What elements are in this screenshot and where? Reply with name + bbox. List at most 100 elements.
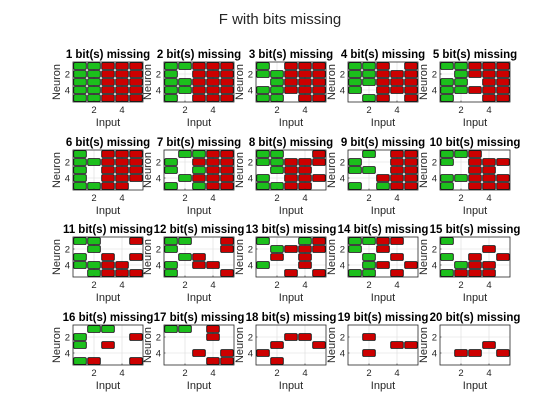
cell-r4-c1 [348,86,362,94]
cell-r2-c3 [468,158,482,166]
y-tick-label: 4 [340,86,345,97]
x-axis-label: Input [371,380,395,392]
cell-r2-c5 [496,70,510,78]
y-tick-label: 2 [340,158,345,169]
cell-r4-c4 [206,261,220,269]
cell-r3-c2 [270,166,284,174]
cell-r4-c2 [454,349,468,357]
axes-box [72,61,144,103]
cell-r2-c5 [129,333,143,341]
cell-r3-c3 [284,166,298,174]
cell-r5-c1 [73,94,87,102]
cell-r1-c2 [362,150,376,158]
panel-title: 7 bit(s) missing [157,137,241,149]
cell-r2-c5 [129,158,143,166]
cell-r3-c4 [390,341,404,349]
axes-box [255,324,327,366]
cell-r3-c5 [404,78,418,86]
cell-r3-c4 [298,253,312,261]
cell-r5-c1 [164,182,178,190]
cell-r1-c3 [468,150,482,158]
y-tick-label: 2 [432,158,437,169]
y-tick-label: 2 [248,333,253,344]
cell-r5-c2 [87,182,101,190]
cell-r5-c1 [440,94,454,102]
axes-box [163,61,235,103]
cell-r3-c4 [298,78,312,86]
y-axis-label: Neuron [142,152,154,188]
cell-r5-c1 [73,182,87,190]
cell-r4-c1 [73,86,87,94]
panel-title: 8 bit(s) missing [249,137,333,149]
cell-r2-c4 [298,333,312,341]
y-tick-label: 2 [156,333,161,344]
cell-r1-c2 [87,237,101,245]
x-tick-label: 2 [274,193,279,204]
panel-title: 4 bit(s) missing [341,49,425,61]
cell-r4-c4 [298,174,312,182]
y-axis-label: Neuron [418,152,430,188]
cell-r4-c3 [192,261,206,269]
cell-r3-c5 [404,166,418,174]
axes-box [439,149,511,191]
cell-r1-c5 [404,150,418,158]
cell-r4-c3 [376,86,390,94]
cell-r2-c1 [73,333,87,341]
y-axis-label: Neuron [51,64,63,100]
x-tick-label: 2 [274,105,279,116]
cell-r1-c5 [220,237,234,245]
panel-title: 13 bit(s) missing [246,224,337,236]
cell-r1-c5 [404,62,418,70]
y-axis-label: Neuron [418,327,430,363]
y-axis-label: Neuron [418,64,430,100]
cell-r5-c1 [348,269,362,277]
cell-r2-c5 [129,70,143,78]
cell-r1-c4 [115,150,129,158]
cell-r1-c5 [129,62,143,70]
cell-r4-c2 [454,174,468,182]
cell-r5-c1 [256,94,270,102]
cell-r1-c1 [73,237,87,245]
cell-r3-c4 [482,78,496,86]
cell-r5-c5 [220,182,234,190]
cell-r3-c2 [454,78,468,86]
y-tick-label: 4 [156,349,161,360]
y-tick-label: 4 [432,349,437,360]
cell-r5-c3 [192,182,206,190]
x-axis-label: Input [463,292,487,304]
cell-r1-c2 [87,62,101,70]
cell-r1-c1 [440,237,454,245]
y-axis-label: Neuron [51,152,63,188]
cell-r5-c2 [87,357,101,365]
x-axis-label: Input [371,292,395,304]
y-tick-label: 4 [248,261,253,272]
cell-r1-c5 [129,150,143,158]
cell-r3-c3 [192,166,206,174]
cell-r3-c1 [73,253,87,261]
cell-r1-c1 [256,237,270,245]
x-tick-label: 2 [458,193,463,204]
cell-r3-c3 [101,78,115,86]
x-tick-label: 2 [458,368,463,379]
cell-r2-c5 [312,158,326,166]
x-axis-label: Input [96,117,120,129]
cell-r5-c5 [404,182,418,190]
x-tick-label: 4 [210,105,215,116]
x-axis-label: Input [463,205,487,217]
x-tick-label: 2 [91,280,96,291]
cell-r4-c1 [164,261,178,269]
cell-r3-c4 [390,253,404,261]
cell-r1-c3 [468,62,482,70]
cell-r2-c4 [390,158,404,166]
cell-r3-c1 [348,166,362,174]
cell-r2-c3 [376,245,390,253]
cell-r1-c3 [284,62,298,70]
cell-r4-c5 [496,349,510,357]
x-axis-label: Input [279,205,303,217]
